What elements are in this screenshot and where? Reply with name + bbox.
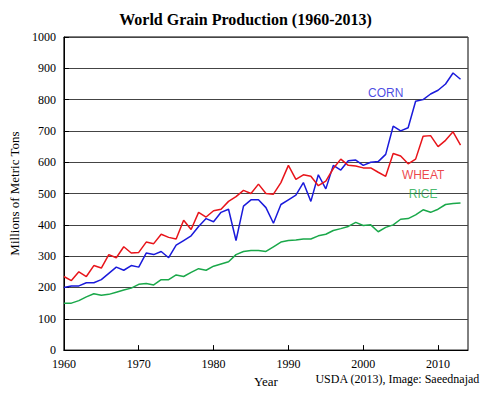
svg-text:800: 800 xyxy=(38,93,56,107)
svg-text:1000: 1000 xyxy=(32,30,56,44)
svg-text:900: 900 xyxy=(38,61,56,75)
svg-text:Year: Year xyxy=(254,374,279,389)
svg-text:400: 400 xyxy=(38,218,56,232)
svg-text:1960: 1960 xyxy=(52,357,76,371)
svg-text:700: 700 xyxy=(38,124,56,138)
svg-text:300: 300 xyxy=(38,249,56,263)
svg-text:1970: 1970 xyxy=(127,357,151,371)
svg-text:0: 0 xyxy=(50,343,56,357)
svg-text:Millions of Metric Tons: Millions of Metric Tons xyxy=(7,131,22,255)
svg-text:200: 200 xyxy=(38,280,56,294)
svg-text:USDA (2013), Image: Saeednajad: USDA (2013), Image: Saeednajad xyxy=(315,372,479,386)
svg-text:600: 600 xyxy=(38,155,56,169)
svg-text:RICE: RICE xyxy=(409,187,438,201)
svg-text:1990: 1990 xyxy=(276,357,300,371)
svg-text:100: 100 xyxy=(38,312,56,326)
svg-text:1980: 1980 xyxy=(202,357,226,371)
svg-text:CORN: CORN xyxy=(368,86,403,100)
svg-text:WHEAT: WHEAT xyxy=(402,168,445,182)
svg-text:500: 500 xyxy=(38,187,56,201)
svg-text:2000: 2000 xyxy=(351,357,375,371)
svg-text:2010: 2010 xyxy=(426,357,450,371)
svg-text:World Grain Production (1960-2: World Grain Production (1960-2013) xyxy=(119,11,372,29)
